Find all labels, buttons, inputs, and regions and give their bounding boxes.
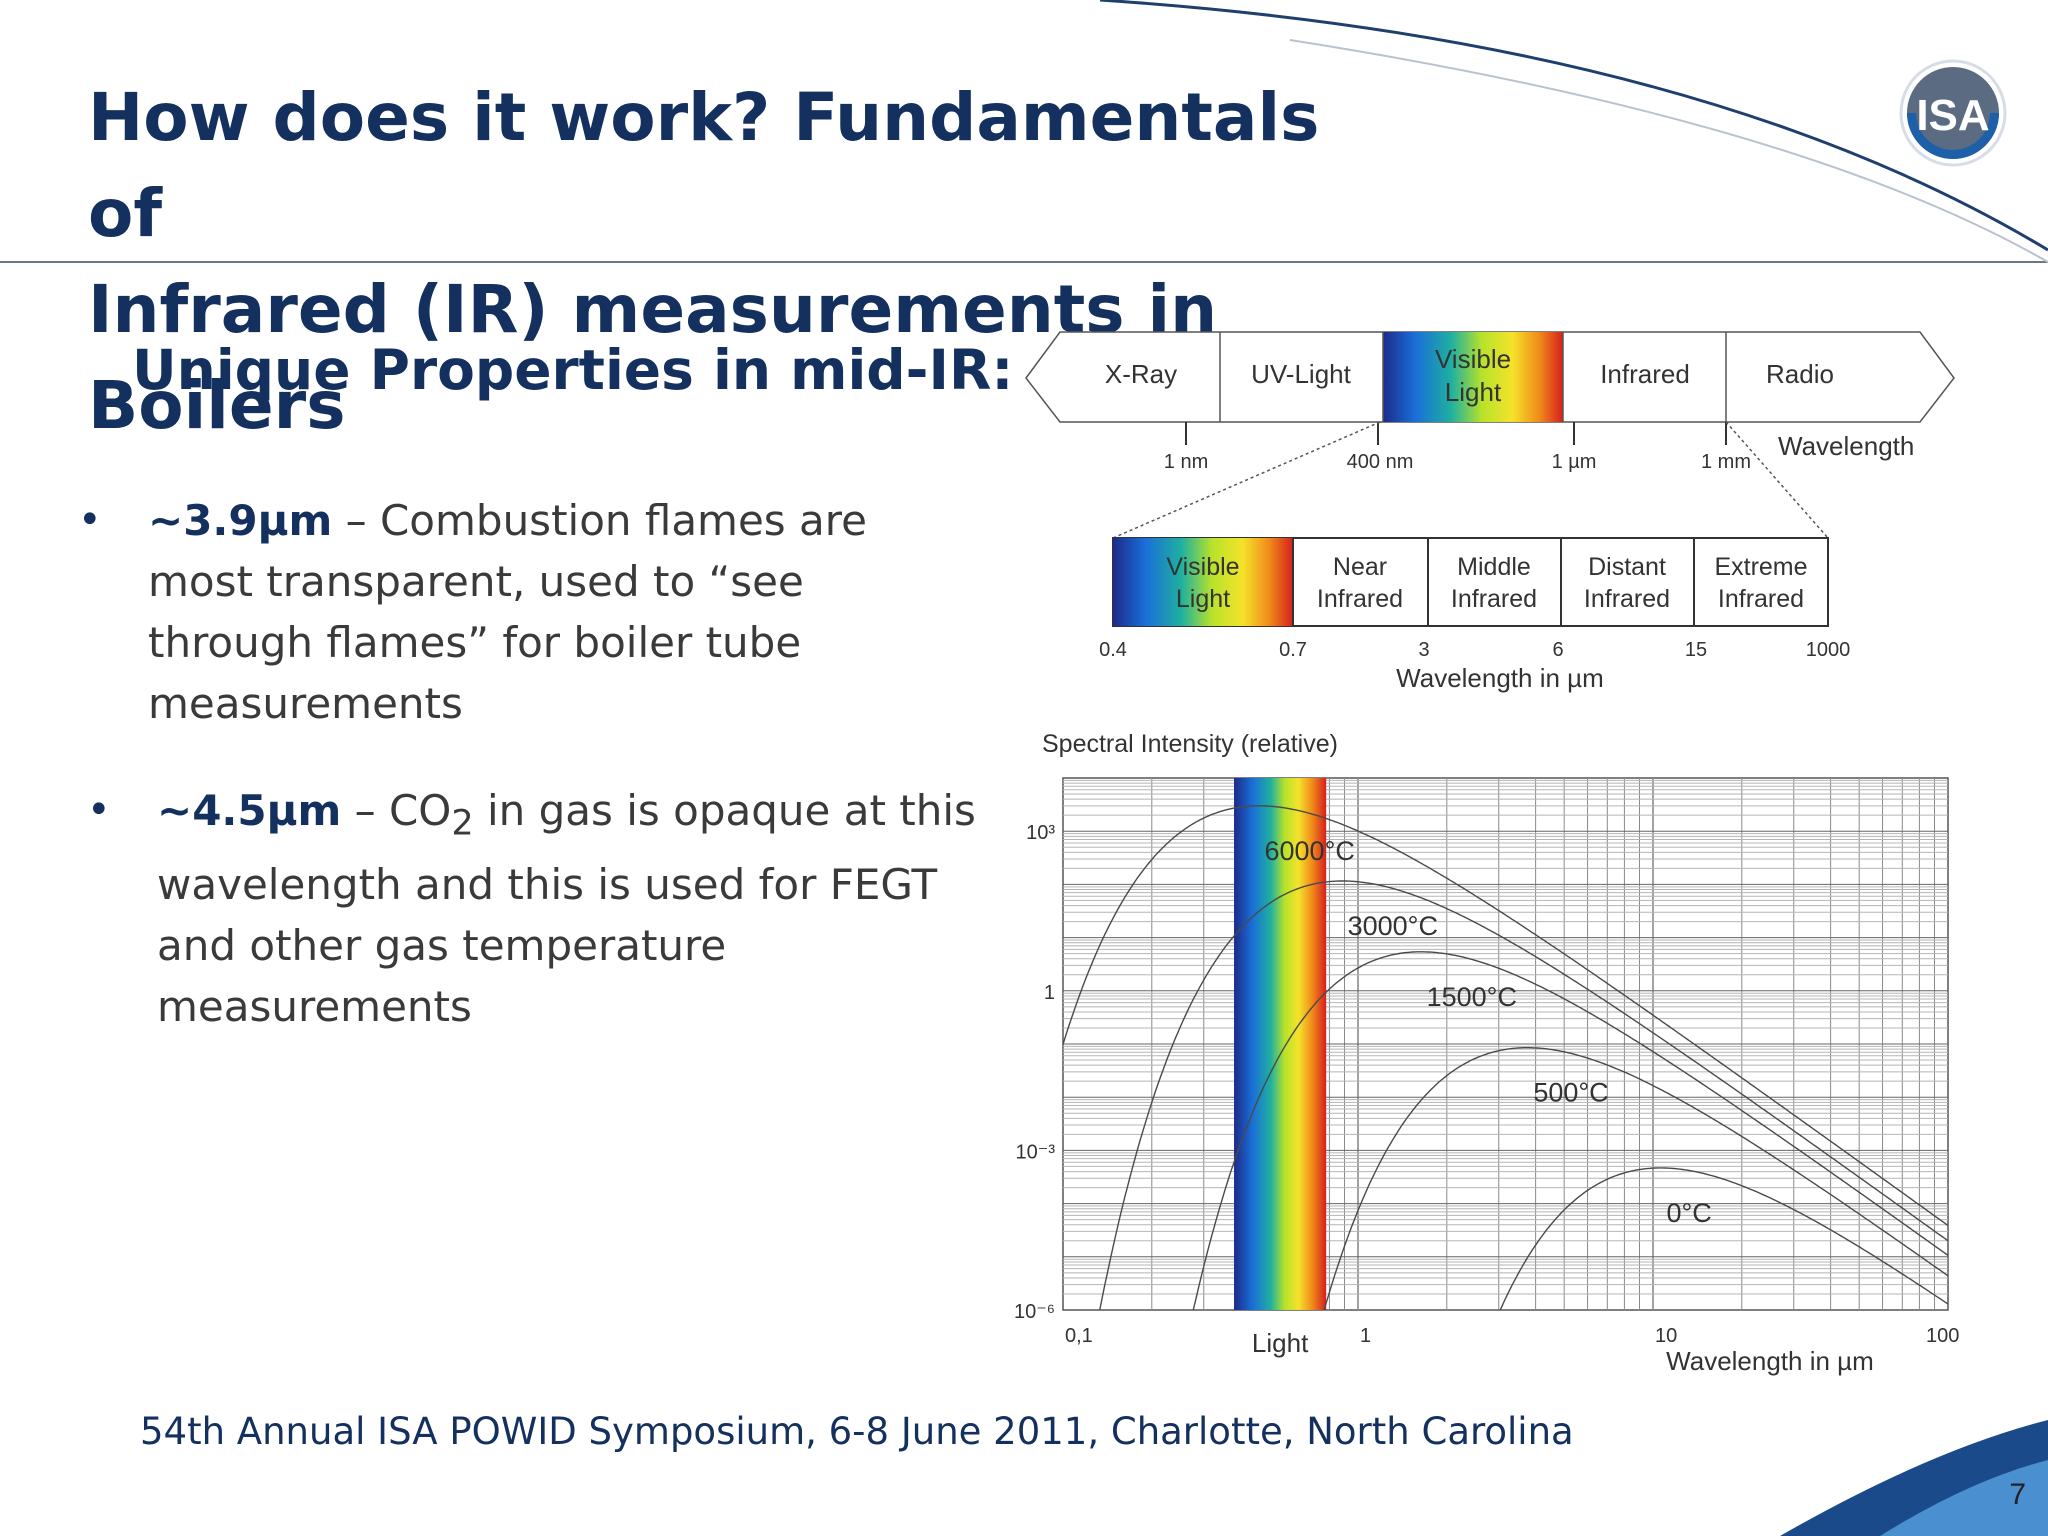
bullet-keyword: ~4.5µm: [157, 786, 342, 835]
band-infrared: Infrared: [1600, 359, 1690, 389]
y-tick-label: 10³: [1026, 822, 1055, 844]
curve-3000°C: [1099, 880, 1948, 1310]
subtick-6: 6: [1552, 639, 1563, 661]
band-xray: X-Ray: [1105, 359, 1177, 389]
title-line-2: Infrared (IR) measurements in Boilers: [88, 271, 1218, 444]
curve-label: 3000°C: [1348, 911, 1438, 941]
bullet-text-post: in gas is opaque at this wavelength and …: [157, 786, 976, 1032]
x-tick-label: 100: [1926, 1325, 1959, 1347]
x-tick-label: 1: [1360, 1325, 1371, 1347]
x-tick-labels: 0,1 1 10 100: [1065, 1325, 1959, 1347]
curve-label: 6000°C: [1265, 836, 1355, 866]
subband-distant-ir: Distant Infrared: [1584, 553, 1670, 613]
curve-1500°C: [1192, 951, 1948, 1310]
spectrum-diagram: X-Ray UV-Light Visible Light Infrared Rad…: [1025, 331, 1955, 693]
curve-label: 500°C: [1533, 1078, 1608, 1108]
subband-visible: Visible Light: [1166, 553, 1239, 613]
visible-light-band: [1234, 778, 1327, 1310]
band-visible: Visible Light: [1435, 344, 1511, 407]
curve-0°C: [1499, 1167, 1948, 1310]
band-label-light: Light: [1252, 1328, 1309, 1358]
isa-logo: ISA: [1899, 59, 2007, 167]
tick-1nm: 1 nm: [1164, 451, 1208, 473]
planck-chart: Spectral Intensity (relative) 6000°C 3000…: [1014, 730, 1959, 1376]
title-line-1: How does it work? Fundamentals of: [88, 79, 1320, 252]
band-uv: UV-Light: [1251, 359, 1351, 389]
y-tick-label: 10⁻⁶: [1014, 1301, 1055, 1323]
bullet-marker: •: [78, 497, 102, 543]
tick-400nm: 400 nm: [1347, 451, 1414, 473]
subband-middle-ir: Middle Infrared: [1451, 553, 1537, 613]
curve-500°C: [1323, 1047, 1948, 1310]
bullet-item-2: • ~4.5µm – CO2 in gas is opaque at this …: [87, 780, 987, 1037]
bullet-text-pre: – CO: [341, 786, 452, 835]
x-tick-label: 10: [1655, 1325, 1677, 1347]
bullet-keyword: ~3.9µm: [148, 496, 333, 545]
svg-text:ISA: ISA: [1916, 91, 1989, 140]
y-tick-label: 10⁻³: [1016, 1141, 1056, 1163]
subtick-15: 15: [1685, 639, 1707, 661]
curve-label: 0°C: [1666, 1198, 1711, 1228]
page-number: 7: [2009, 1478, 2026, 1511]
axis-label-wavelength: Wavelength: [1778, 431, 1914, 461]
bullet-text: – Combustion flames are most transparent…: [148, 496, 867, 728]
bullet-marker: •: [87, 787, 111, 833]
section-subtitle: Unique Properties in mid-IR:: [132, 338, 1014, 402]
subband-near-ir: Near Infrared: [1317, 553, 1403, 613]
band-radio: Radio: [1766, 359, 1834, 389]
curve-6000°C: [1063, 805, 1948, 1227]
curve-label: 1500°C: [1427, 982, 1517, 1012]
y-tick-label: 1: [1044, 982, 1055, 1004]
curve-labels: 6000°C 3000°C 1500°C 500°C 0°C: [1265, 836, 1712, 1228]
tick-1um: 1 µm: [1552, 451, 1597, 473]
bullet-item-1: • ~3.9µm – Combustion flames are most tr…: [78, 490, 978, 734]
subscript: 2: [451, 803, 474, 844]
x-tick-label: 0,1: [1065, 1325, 1093, 1347]
subtick-1000: 1000: [1806, 639, 1851, 661]
curves: [1063, 805, 1948, 1310]
x-axis-label: Wavelength in µm: [1666, 1346, 1874, 1376]
subband-extreme-ir: Extreme Infrared: [1714, 553, 1807, 613]
footer-text: 54th Annual ISA POWID Symposium, 6-8 Jun…: [140, 1410, 1574, 1453]
y-axis-label: Spectral Intensity (relative): [1042, 730, 1338, 758]
subtick-0-7: 0.7: [1279, 639, 1307, 661]
slide-title: How does it work? Fundamentals of Infrar…: [88, 70, 1388, 454]
tick-1mm: 1 mm: [1701, 451, 1751, 473]
subtick-3: 3: [1418, 639, 1429, 661]
y-tick-labels: 10³ 1 10⁻³ 10⁻⁶: [1014, 822, 1055, 1323]
subtick-0-4: 0.4: [1099, 639, 1127, 661]
sub-axis-label: Wavelength in µm: [1396, 663, 1604, 693]
